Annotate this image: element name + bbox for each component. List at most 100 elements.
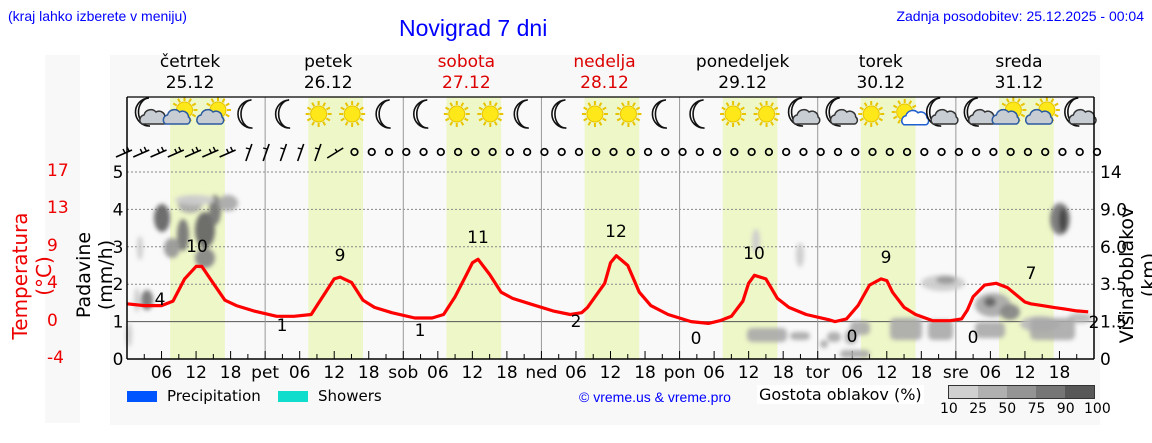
x-tick-label: 06	[980, 363, 1002, 383]
sun-cloud-icon	[196, 97, 231, 125]
calm-wind-icon	[402, 147, 411, 157]
calm-wind-icon	[764, 147, 774, 157]
cloud-height-tick: 9.0	[1100, 200, 1127, 220]
day-date: 29.12	[718, 73, 767, 93]
min-temp-label: 1	[277, 316, 288, 336]
cloud-blob	[1030, 318, 1075, 340]
calm-wind-icon	[782, 147, 791, 157]
calm-wind-icon	[626, 147, 635, 157]
cloud-height-tick: 1.5	[1100, 313, 1127, 333]
max-temp-label: 9	[335, 246, 346, 266]
max-temp-label: 11	[467, 228, 489, 248]
sun-cloud-icon	[1025, 97, 1060, 125]
sun-icon	[339, 101, 366, 127]
calm-wind-icon	[471, 147, 480, 157]
day-date: 25.12	[165, 73, 215, 93]
max-temp-label: 12	[605, 222, 627, 242]
calm-wind-icon	[505, 147, 515, 157]
x-tick-label: 12	[462, 363, 484, 383]
x-tick-label: 18	[772, 363, 794, 383]
calm-wind-icon	[1058, 147, 1067, 157]
x-tick-label: 18	[220, 363, 242, 383]
calm-wind-icon	[920, 147, 929, 157]
cloud-blob	[820, 340, 828, 348]
x-tick-label: 06	[427, 363, 449, 383]
temperature-tick: 0	[47, 310, 58, 331]
wind-barb-icon	[245, 143, 253, 162]
x-tick-label: sob	[388, 363, 418, 383]
temperature-tick: -4	[47, 348, 64, 368]
precipitation-axis-title: Padavine (mm/h)	[73, 231, 117, 319]
density-swatch	[1065, 386, 1094, 398]
x-tick-label: 12	[185, 363, 207, 383]
x-tick-label: 18	[634, 363, 656, 383]
temperature-tick: 4	[47, 273, 58, 294]
calm-wind-icon	[833, 147, 843, 157]
calm-wind-icon	[488, 147, 497, 157]
min-temp-label: 0	[968, 328, 979, 348]
precipitation-tick: 0	[113, 350, 124, 370]
cloud-density-title: Gostota oblakov (%)	[757, 385, 924, 404]
x-tick-label: 12	[876, 363, 898, 383]
moon-cloud-icon	[825, 97, 859, 127]
cloud-height-axis-title: Višina oblakov (km)	[1116, 206, 1152, 344]
max-temp-label: 10	[743, 244, 765, 264]
calm-wind-icon	[592, 147, 601, 157]
cloud-blob	[936, 276, 956, 284]
calm-wind-icon	[453, 147, 463, 157]
x-tick-label: 18	[1049, 363, 1071, 383]
moon-icon	[375, 99, 391, 129]
region-hint-link[interactable]: (kraj lahko izberete v meniju)	[8, 8, 187, 24]
day-label: nedelja 28.12	[540, 52, 670, 94]
wind-barb-icon	[150, 146, 167, 158]
x-tick-label: 18	[358, 363, 380, 383]
calm-wind-icon	[540, 147, 549, 157]
daylight-band	[722, 97, 778, 359]
x-tick-label: pon	[664, 363, 696, 383]
calm-wind-icon	[747, 147, 756, 157]
showers-swatch	[278, 390, 308, 402]
precipitation-tick: 5	[113, 163, 124, 183]
moon-icon	[551, 99, 567, 129]
calm-wind-icon	[643, 147, 653, 157]
x-tick-label: 12	[738, 363, 760, 383]
day-date: 30.12	[856, 73, 906, 93]
day-name: sobota	[437, 52, 496, 72]
density-scale-label: 10	[940, 401, 958, 417]
legend-showers: Showers	[278, 387, 382, 405]
cloud-height-tick: 3.5	[1100, 275, 1127, 295]
temperature-tick: 9	[47, 235, 58, 256]
last-update: Zadnja posodobitev: 25.12.2025 - 00:04	[896, 8, 1144, 24]
day-name: ponedeljek	[695, 52, 790, 72]
day-date: 31.12	[994, 73, 1044, 93]
precipitation-tick: 2	[113, 275, 124, 295]
temperature-line	[126, 254, 1089, 325]
wind-symbols-row	[115, 143, 1102, 162]
temperature-tick: 17	[47, 161, 69, 181]
moon-icon	[513, 99, 529, 129]
cloud-blob	[984, 297, 996, 307]
sun-icon	[858, 101, 885, 127]
precipitation-tick: 4	[113, 200, 124, 220]
calm-wind-icon	[695, 147, 704, 157]
day-label: sobota 27.12	[401, 52, 531, 94]
wind-barb-icon	[326, 147, 344, 159]
cloud-blob	[177, 219, 189, 251]
calm-wind-icon	[523, 147, 532, 157]
credit-link[interactable]: © vreme.us & vreme.pro	[579, 389, 731, 405]
cloud-blob	[827, 332, 841, 342]
cloud-blob	[975, 322, 1005, 338]
day-name: sreda	[995, 52, 1043, 72]
wind-barb-icon	[296, 143, 305, 162]
x-tick-label: 06	[841, 363, 863, 383]
calm-wind-icon	[902, 147, 912, 157]
day-label: četrtek 25.12	[125, 52, 255, 94]
legend-showers-label: Showers	[318, 387, 382, 405]
wind-barb-icon	[184, 146, 202, 158]
calm-wind-icon	[1006, 147, 1015, 157]
calm-wind-icon	[367, 147, 376, 157]
moon-cloud-icon	[925, 97, 959, 127]
day-label: torek 30.12	[816, 52, 946, 94]
cloud-blob	[137, 236, 143, 260]
wind-barb-icon	[202, 146, 219, 158]
